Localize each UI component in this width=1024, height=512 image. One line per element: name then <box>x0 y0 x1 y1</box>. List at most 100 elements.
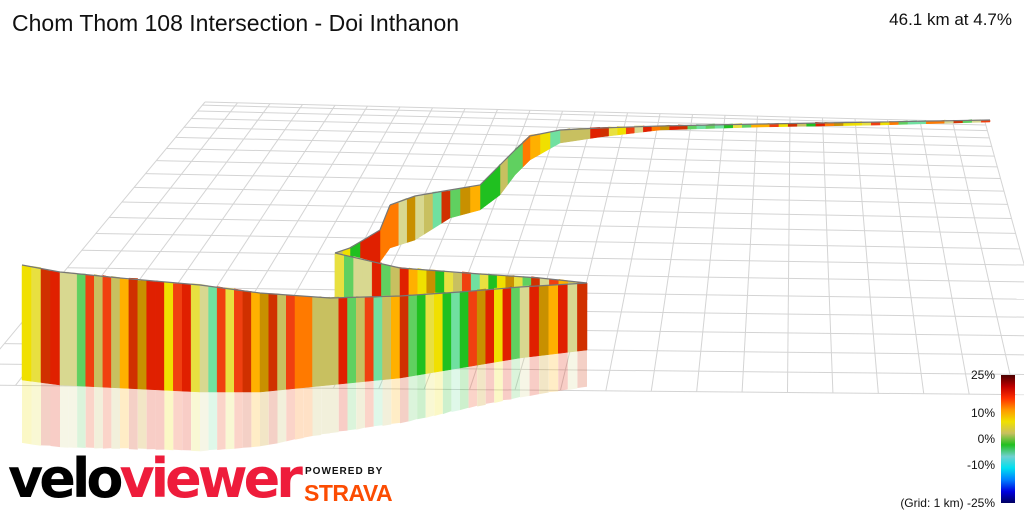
route-wall-segment <box>268 293 278 392</box>
reflection-segment <box>225 392 235 450</box>
route-wall-segment <box>414 194 424 241</box>
route-wall-segment <box>442 291 452 372</box>
reflection-segment <box>182 391 192 451</box>
legend-color-bar <box>1001 375 1015 503</box>
route-wall-segment <box>76 273 86 387</box>
reflection-segment <box>41 382 51 446</box>
reflection-segment <box>558 352 568 392</box>
grid-line <box>854 118 879 394</box>
route-wall-segment <box>225 287 235 393</box>
reflection-segment <box>94 386 103 449</box>
route-wall-segment <box>277 293 287 391</box>
reflection-segment <box>50 383 60 448</box>
route-wall-segment <box>128 277 139 390</box>
reflection-segment <box>468 365 478 409</box>
route-wall-segment <box>559 128 571 144</box>
route-wall-segment <box>423 192 433 235</box>
route-wall-segment <box>111 276 121 389</box>
route-wall-segment <box>548 284 559 355</box>
route-wall-segment <box>651 126 661 132</box>
reflection-segment <box>529 355 540 397</box>
route-summary: 46.1 km at 4.7% <box>889 10 1012 29</box>
route-wall-segment <box>558 284 569 354</box>
reflection-segment <box>200 392 209 452</box>
veloviewer-logo[interactable]: veloviewer <box>8 452 303 506</box>
route-top-edge <box>334 252 588 284</box>
route-wall-segment <box>539 132 551 155</box>
reflection-segment <box>338 383 348 432</box>
reflection-segment <box>120 388 129 449</box>
route-wall-segment <box>567 282 578 353</box>
reflection-segment <box>347 382 357 431</box>
logo-velo: velo <box>8 447 123 510</box>
reflection-segment <box>425 372 435 418</box>
reflection-segment <box>539 354 549 395</box>
route-top-edge <box>334 204 391 254</box>
route-wall-segment <box>511 286 521 360</box>
route-wall-segment <box>459 291 469 369</box>
reflection-segment <box>485 362 495 404</box>
route-wall-segment <box>507 149 516 186</box>
reflection-segment <box>442 369 452 415</box>
reflection-segment <box>260 391 269 447</box>
route-wall-segment <box>451 291 461 370</box>
grid-line <box>887 119 925 394</box>
route-wall-segment <box>50 270 61 386</box>
reflection-segment <box>251 392 260 448</box>
reflection-segment <box>102 387 112 449</box>
route-wall-segment <box>353 256 364 300</box>
route-wall-segment <box>94 274 104 388</box>
route-wall-segment <box>469 184 481 213</box>
reflection-segment <box>217 392 226 451</box>
reflection-segment <box>321 385 330 435</box>
reflection-segment <box>567 351 578 391</box>
route-wall-segment <box>538 285 549 356</box>
route-top-edge <box>529 119 991 137</box>
route-wall-segment <box>625 127 635 135</box>
route-wall-segment <box>434 292 444 373</box>
route-wall-segment <box>362 258 373 300</box>
route-wall-segment <box>321 296 331 387</box>
route-wall-segment <box>251 291 261 393</box>
reflection-segment <box>68 385 78 448</box>
reflection-segment <box>356 381 365 430</box>
legend-label-0: 0% <box>977 432 995 446</box>
route-wall-segment <box>379 205 391 263</box>
route-wall-segment <box>259 293 269 393</box>
reflection-segment <box>234 392 243 449</box>
reflection-segment <box>434 370 443 416</box>
reflection-segment <box>460 366 469 411</box>
route-wall-segment <box>425 293 435 375</box>
route-wall-segment <box>146 280 156 391</box>
route-wall-segment <box>432 191 442 230</box>
grid-line <box>650 114 693 392</box>
route-wall-segment <box>173 283 183 392</box>
strava-logo[interactable]: STRAVA <box>304 480 393 506</box>
reflection-segment <box>520 356 530 398</box>
route-wall-segment <box>181 283 192 392</box>
reflection-segment <box>277 389 287 444</box>
grid-line <box>787 116 791 393</box>
route-wall-segment <box>485 289 495 365</box>
legend-label-grid-minus25: (Grid: 1 km) -25% <box>900 496 995 510</box>
route-wall-segment <box>234 288 244 393</box>
route-wall-segment <box>371 260 382 300</box>
route-wall-segment <box>381 263 391 300</box>
route-wall-segment <box>406 195 416 244</box>
route-wall-segment <box>389 202 399 249</box>
reflection-segment <box>373 379 383 427</box>
logo-viewer: viewer <box>119 447 302 510</box>
reflection-segment <box>577 350 587 389</box>
route-wall-segment <box>577 282 588 352</box>
route-wall-segment <box>294 295 304 389</box>
route-wall-segment <box>459 186 471 216</box>
grid-line <box>696 115 726 392</box>
reflection-segment <box>477 363 486 407</box>
route-wall-segment <box>416 293 426 376</box>
reflection-segment <box>330 384 339 434</box>
page-title: Chom Thom 108 Intersection - Doi Inthano… <box>12 10 460 36</box>
route-wall-segment <box>334 253 345 299</box>
route-wall-segment <box>468 290 478 367</box>
route-wall-segment <box>356 295 366 383</box>
